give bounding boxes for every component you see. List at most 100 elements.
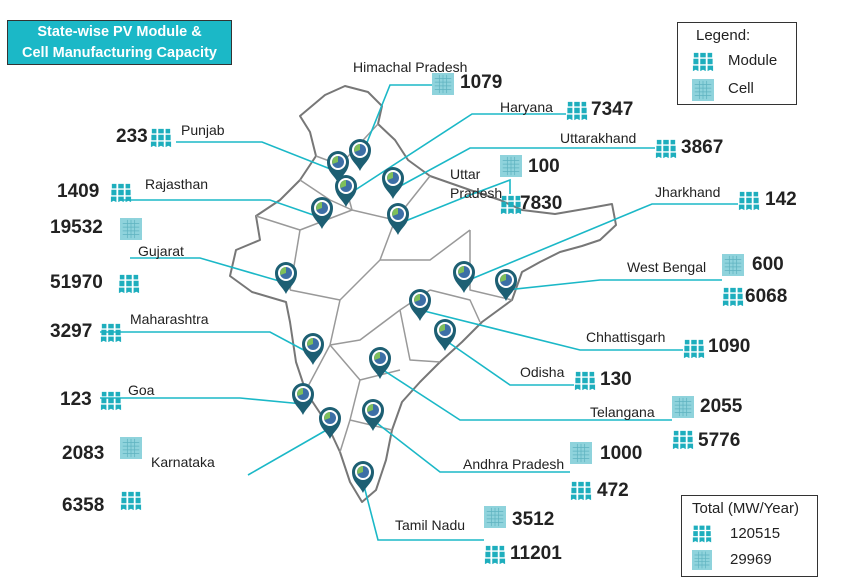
- leader-line-rajasthan: [120, 199, 323, 219]
- solar-cell-icon: [120, 218, 142, 240]
- solar-module-icon: [738, 190, 760, 212]
- legend-module-label: Module: [728, 52, 778, 69]
- state-name-west-bengal: West Bengal: [627, 259, 707, 275]
- cell-capacity-gujarat: 19532: [50, 217, 103, 238]
- state-name-karnataka: Karnataka: [151, 454, 215, 470]
- leader-line-chhattisgarh: [419, 309, 683, 351]
- state-name-telangana: Telangana: [590, 404, 655, 420]
- module-capacity-odisha: 130: [600, 369, 632, 390]
- module-capacity-rajasthan: 1409: [57, 181, 100, 202]
- solar-module-icon: [118, 273, 140, 295]
- state-name-uttar-pradesh: Uttar Pradesh: [450, 166, 503, 201]
- state-name-tamil-nadu: Tamil Nadu: [395, 517, 466, 533]
- leader-line-telangana: [379, 367, 672, 421]
- solar-module-icon: [110, 182, 132, 204]
- module-capacity-chhattisgarh: 1090: [708, 336, 751, 357]
- leader-line-goa: [100, 397, 304, 405]
- solar-module-icon: [574, 370, 596, 392]
- location-pin-icon[interactable]: [382, 167, 404, 199]
- module-capacity-uttarakhand: 3867: [681, 137, 724, 158]
- legend-heading: Legend:: [696, 27, 751, 44]
- location-pin-icon[interactable]: [302, 333, 324, 365]
- legend-cell-label: Cell: [728, 80, 754, 97]
- state-name-maharashtra: Maharashtra: [130, 311, 209, 327]
- solar-cell-icon: [672, 396, 694, 418]
- cell-capacity-telangana: 2055: [700, 396, 743, 417]
- location-pin-icon[interactable]: [292, 383, 314, 415]
- module-capacity-haryana: 7347: [591, 99, 634, 120]
- india-outline: [229, 85, 617, 503]
- location-pin-icon[interactable]: [319, 407, 341, 439]
- module-capacity-west-bengal: 6068: [745, 286, 788, 307]
- leader-line-punjab: [176, 141, 339, 173]
- location-pin-icon[interactable]: [352, 461, 374, 493]
- total-cell-value: 29969: [730, 551, 772, 568]
- state-name-haryana: Haryana: [500, 99, 553, 115]
- solar-cell-icon: [722, 254, 744, 276]
- solar-cell-icon: [692, 550, 712, 570]
- module-capacity-gujarat: 51970: [50, 272, 103, 293]
- state-name-jharkhand: Jharkhand: [655, 184, 721, 200]
- solar-module-icon: [692, 51, 714, 73]
- solar-module-icon: [120, 490, 142, 512]
- solar-module-icon: [672, 429, 694, 451]
- leader-line-jharkhand: [463, 203, 738, 283]
- location-pin-icon[interactable]: [275, 262, 297, 294]
- location-pin-icon[interactable]: [349, 139, 371, 171]
- leader-line-karnataka: [247, 427, 331, 476]
- location-pin-icon[interactable]: [453, 261, 475, 293]
- solar-module-icon: [566, 100, 588, 122]
- module-capacity-telangana: 5776: [698, 430, 741, 451]
- leader-line-west-bengal: [505, 279, 722, 291]
- location-pin-icon[interactable]: [409, 289, 431, 321]
- cell-capacity-himachal-pradesh: 1079: [460, 72, 503, 93]
- state-name-andhra-pradesh: Andhra Pradesh: [463, 456, 565, 472]
- solar-module-icon: [484, 544, 506, 566]
- solar-module-icon: [570, 480, 592, 502]
- solar-module-icon: [500, 194, 522, 216]
- state-name-chhattisgarh: Chhattisgarh: [586, 329, 666, 345]
- solar-module-icon: [150, 127, 172, 149]
- total-module-value: 120515: [730, 525, 781, 542]
- solar-module-icon: [683, 338, 705, 360]
- solar-module-icon: [100, 322, 122, 344]
- cell-capacity-tamil-nadu: 3512: [512, 509, 555, 530]
- solar-cell-icon: [570, 442, 592, 464]
- leader-line-tamil-nadu: [362, 481, 484, 541]
- state-name-punjab: Punjab: [181, 122, 225, 138]
- module-capacity-punjab: 233: [116, 126, 148, 147]
- solar-module-icon: [692, 524, 712, 544]
- solar-module-icon: [100, 390, 122, 412]
- leader-line-gujarat: [130, 257, 287, 284]
- location-pin-icon[interactable]: [369, 347, 391, 379]
- totals-box: Total (MW/Year) 120515 29969: [681, 495, 818, 577]
- state-name-rajasthan: Rajasthan: [145, 176, 209, 192]
- state-name-himachal-pradesh: Himachal Pradesh: [353, 59, 468, 75]
- state-name-odisha: Odisha: [520, 364, 565, 380]
- leader-line-maharashtra: [100, 331, 314, 356]
- leader-line-uttarakhand: [392, 147, 655, 191]
- module-capacity-goa: 123: [60, 389, 92, 410]
- module-capacity-andhra-pradesh: 472: [597, 480, 629, 501]
- state-name-goa: Goa: [128, 382, 155, 398]
- state-name-uttarakhand: Uttarakhand: [560, 130, 637, 146]
- map-title: State-wise PV Module & Cell Manufacturin…: [7, 20, 232, 65]
- module-capacity-uttar-pradesh: 7830: [520, 193, 563, 214]
- cell-capacity-karnataka: 2083: [62, 443, 105, 464]
- module-capacity-karnataka: 6358: [62, 495, 105, 516]
- cell-capacity-andhra-pradesh: 1000: [600, 443, 643, 464]
- location-pin-icon[interactable]: [387, 203, 409, 235]
- solar-cell-icon: [692, 79, 714, 101]
- solar-cell-icon: [120, 437, 142, 459]
- solar-module-icon: [655, 138, 677, 160]
- solar-module-icon: [722, 286, 744, 308]
- solar-cell-icon: [484, 506, 506, 528]
- module-capacity-tamil-nadu: 11201: [510, 543, 562, 564]
- solar-cell-icon: [432, 73, 454, 95]
- cell-capacity-uttar-pradesh: 100: [528, 156, 560, 177]
- state-name-gujarat: Gujarat: [138, 243, 184, 259]
- leader-line-odisha: [444, 339, 574, 386]
- leader-line-himachal-pradesh: [359, 84, 432, 161]
